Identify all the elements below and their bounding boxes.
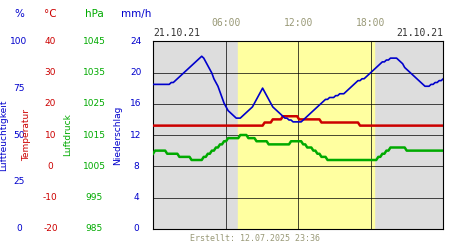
Text: 0: 0 [133, 224, 139, 233]
Text: 12: 12 [130, 130, 142, 140]
Text: 10: 10 [45, 130, 56, 140]
Text: 1015: 1015 [83, 130, 106, 140]
Text: 06:00: 06:00 [211, 18, 240, 28]
Text: Niederschlag: Niederschlag [113, 105, 122, 165]
Text: 0: 0 [16, 224, 22, 233]
Text: 75: 75 [13, 84, 25, 92]
Text: 1035: 1035 [83, 68, 106, 77]
Text: Luftdruck: Luftdruck [63, 114, 72, 156]
Text: 995: 995 [86, 193, 103, 202]
Text: 18:00: 18:00 [356, 18, 385, 28]
Text: 50: 50 [13, 130, 25, 140]
Text: 21.10.21: 21.10.21 [153, 28, 200, 38]
Text: 4: 4 [133, 193, 139, 202]
Text: 21.10.21: 21.10.21 [396, 28, 443, 38]
Text: °C: °C [44, 9, 57, 19]
Text: 24: 24 [130, 37, 141, 46]
Text: -20: -20 [43, 224, 58, 233]
Text: 8: 8 [133, 162, 139, 171]
Bar [238, 41, 374, 229]
Text: -10: -10 [43, 193, 58, 202]
Text: 1005: 1005 [83, 162, 106, 171]
Text: 100: 100 [10, 37, 27, 46]
Text: 985: 985 [86, 224, 103, 233]
Text: %: % [14, 9, 24, 19]
Text: 20: 20 [45, 99, 56, 108]
Text: 25: 25 [13, 178, 25, 186]
Text: 12:00: 12:00 [284, 18, 313, 28]
Text: Temperatur: Temperatur [22, 109, 31, 161]
Text: 0: 0 [48, 162, 53, 171]
Text: 30: 30 [45, 68, 56, 77]
Text: 20: 20 [130, 68, 142, 77]
Text: mm/h: mm/h [121, 9, 151, 19]
Text: Erstellt: 12.07.2025 23:36: Erstellt: 12.07.2025 23:36 [189, 234, 320, 243]
Text: 1045: 1045 [83, 37, 106, 46]
Text: Luftfeuchtigkeit: Luftfeuchtigkeit [0, 99, 8, 171]
Text: 1025: 1025 [83, 99, 106, 108]
Text: hPa: hPa [85, 9, 104, 19]
Text: 16: 16 [130, 99, 142, 108]
Text: 40: 40 [45, 37, 56, 46]
